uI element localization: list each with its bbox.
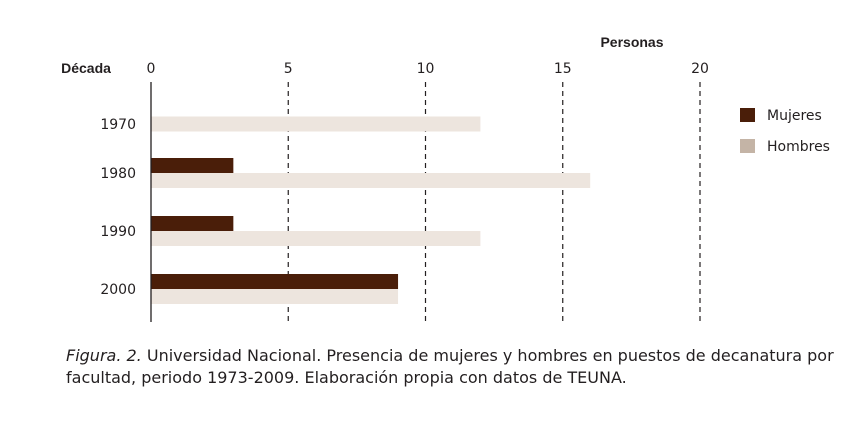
x-tick-label: 5 bbox=[284, 61, 293, 77]
bar-mujeres-1990 bbox=[151, 216, 234, 231]
bar-hombres-1980 bbox=[151, 173, 591, 188]
category-labels: 1970 1980 1990 2000 bbox=[100, 117, 136, 298]
legend-label-mujeres: Mujeres bbox=[767, 108, 822, 124]
x-tick-label: 10 bbox=[417, 61, 435, 77]
bar-hombres-1970 bbox=[151, 116, 481, 132]
x-tick-label: 0 bbox=[147, 61, 156, 77]
category-label: 1980 bbox=[100, 166, 136, 182]
category-label: 1970 bbox=[100, 117, 136, 133]
legend-swatch-mujeres bbox=[740, 108, 755, 122]
category-label: 2000 bbox=[100, 282, 136, 298]
figure-caption: Figura. 2. Universidad Nacional. Presenc… bbox=[66, 345, 846, 389]
legend: Mujeres Hombres bbox=[740, 108, 830, 155]
x-tick-label: 20 bbox=[691, 61, 709, 77]
legend-swatch-hombres bbox=[740, 139, 755, 153]
chart: 0 5 10 15 20 1970 1980 1990 2000 Personas Décad… bbox=[61, 34, 830, 322]
bar-mujeres-1980 bbox=[151, 158, 234, 173]
x-tick-label: 15 bbox=[554, 61, 572, 77]
figure-label: Figura. 2. bbox=[66, 346, 142, 365]
legend-label-hombres: Hombres bbox=[767, 139, 830, 155]
bar-hombres-2000 bbox=[151, 289, 399, 304]
x-tick-labels: 0 5 10 15 20 bbox=[147, 61, 709, 77]
x-axis-title: Personas bbox=[600, 34, 663, 50]
category-label: 1990 bbox=[100, 224, 136, 240]
bars bbox=[151, 116, 591, 304]
bar-hombres-1990 bbox=[151, 231, 481, 246]
caption-text: Universidad Nacional. Presencia de mujer… bbox=[66, 346, 834, 387]
bar-mujeres-2000 bbox=[151, 274, 399, 289]
y-axis-title: Década bbox=[61, 60, 111, 76]
